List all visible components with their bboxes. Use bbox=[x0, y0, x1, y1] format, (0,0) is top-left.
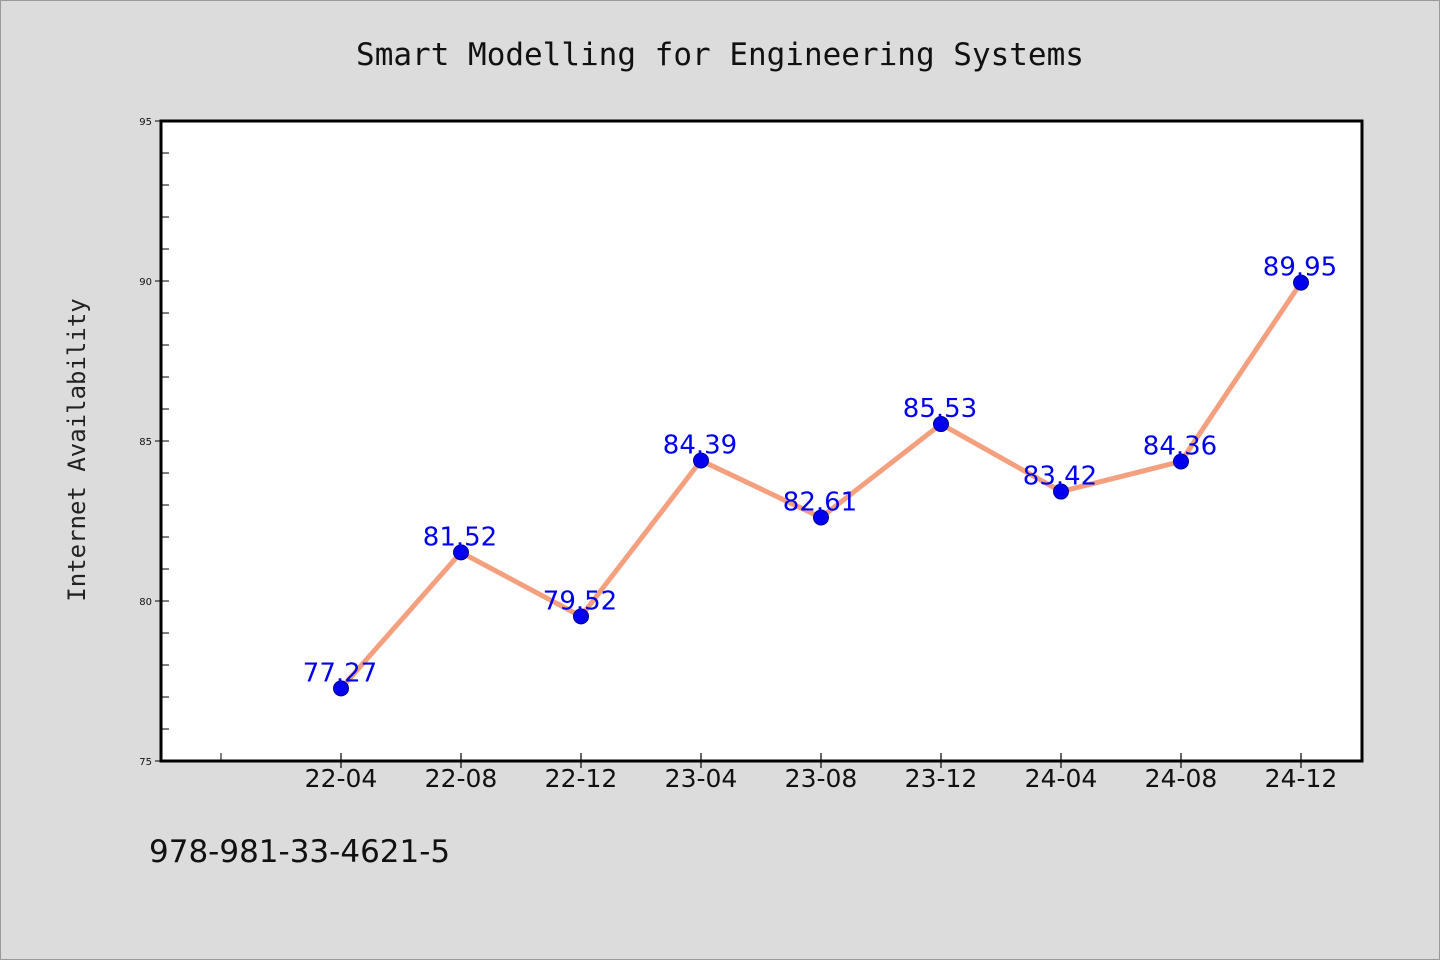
data-point bbox=[693, 452, 709, 469]
data-point bbox=[813, 509, 829, 526]
y-tick-label: 85 bbox=[139, 437, 152, 448]
data-point bbox=[453, 544, 469, 561]
data-point bbox=[1173, 453, 1189, 470]
data-point bbox=[573, 608, 589, 625]
data-label: 79.52 bbox=[543, 586, 617, 616]
y-tick-label: 75 bbox=[139, 757, 152, 768]
data-label: 81.52 bbox=[423, 522, 497, 552]
x-tick-label: 22-04 bbox=[305, 764, 378, 793]
y-axis-label: Internet Availability bbox=[63, 298, 91, 601]
y-tick-label: 90 bbox=[139, 277, 152, 288]
x-tick-label: 24-08 bbox=[1145, 764, 1218, 793]
x-tick-label: 23-12 bbox=[905, 764, 978, 793]
x-axis-ticks: 22-04 22-08 22-12 23-04 23-08 23-12 24-04 24-08… bbox=[220, 753, 1338, 793]
x-tick-label: 22-08 bbox=[425, 764, 498, 793]
y-tick-label: 95 bbox=[139, 117, 152, 128]
x-tick-label: 24-12 bbox=[1265, 764, 1338, 793]
x-tick-label: 23-04 bbox=[665, 764, 738, 793]
plot-area bbox=[159, 119, 1364, 763]
series-layer bbox=[333, 274, 1309, 697]
data-point bbox=[933, 416, 949, 433]
data-label: 84.36 bbox=[1143, 431, 1217, 461]
data-label: 83.42 bbox=[1023, 462, 1097, 492]
x-tick-label: 22-12 bbox=[545, 764, 618, 793]
y-tick-label: 80 bbox=[139, 597, 152, 608]
data-point bbox=[1293, 274, 1309, 291]
data-label: 82.61 bbox=[783, 487, 857, 517]
data-point bbox=[333, 680, 349, 697]
data-point bbox=[1053, 483, 1069, 500]
data-label-layer: 77.27 81.52 79.52 84.39 82.61 85.53 83.42 84.36… bbox=[303, 253, 1337, 689]
data-label: 89.95 bbox=[1263, 253, 1337, 283]
chart-title: Smart Modelling for Engineering Systems bbox=[356, 37, 1084, 73]
x-tick-label: 24-04 bbox=[1025, 764, 1098, 793]
y-axis-ticks: 75 80 85 90 95 bbox=[139, 117, 169, 768]
data-label: 85.53 bbox=[903, 394, 977, 424]
isbn-text: 978-981-33-4621-5 bbox=[149, 834, 451, 870]
x-tick-label: 23-08 bbox=[785, 764, 858, 793]
data-label: 77.27 bbox=[303, 658, 377, 688]
data-label: 84.39 bbox=[663, 431, 737, 461]
